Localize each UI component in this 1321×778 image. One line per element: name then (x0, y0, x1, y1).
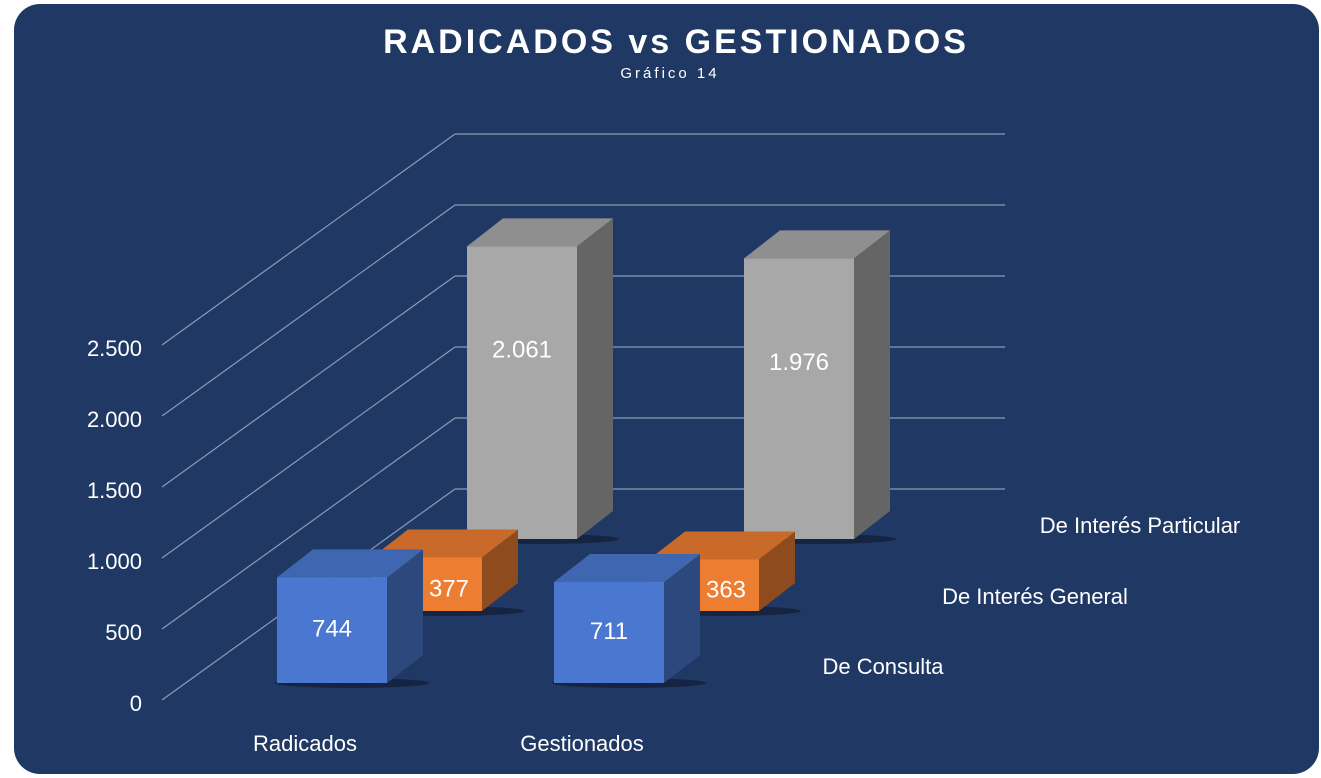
bar-side (482, 529, 518, 611)
bar-top (554, 554, 700, 583)
grid-line (161, 346, 456, 559)
bar-top (277, 549, 423, 578)
data-label: 744 (312, 616, 352, 643)
y-tick-label: 500 (105, 620, 142, 645)
grid-line (161, 417, 456, 630)
bar-top (744, 230, 890, 259)
x-tick-label: Gestionados (520, 731, 644, 756)
data-label: 2.061 (492, 337, 552, 364)
grid-line (161, 133, 456, 346)
bar-side (577, 218, 613, 539)
grid-line (161, 275, 456, 488)
series-label: De Interés General (942, 584, 1128, 609)
series-label: De Consulta (822, 654, 944, 679)
data-label: 1.976 (769, 349, 829, 376)
y-tick-label: 1.000 (87, 549, 142, 574)
bar (744, 258, 854, 539)
bar-side (759, 531, 795, 611)
chart-subtitle: Gráfico 14 (620, 65, 719, 82)
bar (467, 246, 577, 539)
y-tick-label: 2.000 (87, 407, 142, 432)
data-label: 377 (429, 576, 469, 603)
chart-title: RADICADOS vs GESTIONADOS (383, 23, 969, 61)
bar (277, 577, 387, 683)
y-tick-label: 2.500 (87, 336, 142, 361)
bar-side (664, 554, 700, 683)
x-tick-label: Radicados (253, 731, 357, 756)
bar (554, 582, 664, 683)
bar-top (649, 531, 795, 560)
data-label: 363 (706, 577, 746, 604)
y-tick-label: 0 (130, 691, 142, 716)
y-tick-label: 1.500 (87, 478, 142, 503)
bar-side (387, 549, 423, 683)
grid-line (161, 204, 456, 417)
bar-top (467, 218, 613, 247)
series-label: De Interés Particular (1040, 513, 1241, 538)
bar-side (854, 230, 890, 539)
data-label: 711 (590, 618, 628, 645)
